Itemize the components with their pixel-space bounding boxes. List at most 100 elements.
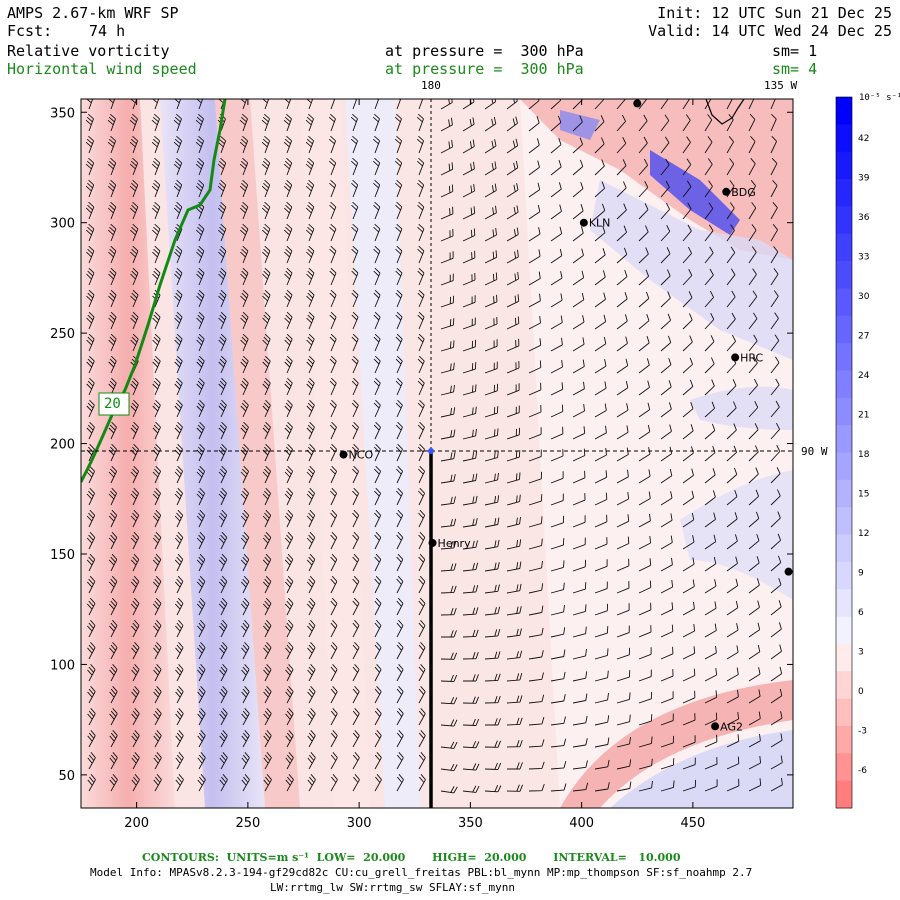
wind-barb xyxy=(152,377,161,396)
wind-barb xyxy=(284,99,292,110)
wind-barb xyxy=(638,780,653,792)
wind-barb xyxy=(197,752,206,770)
wind-barb xyxy=(283,113,292,132)
wind-barb xyxy=(440,786,458,794)
wind-barb xyxy=(108,531,118,550)
wind-barb xyxy=(462,161,475,176)
wind-barb xyxy=(638,669,652,682)
wind-barb xyxy=(550,627,566,638)
wind-barb xyxy=(638,736,653,748)
wind-barb xyxy=(528,560,543,572)
wind-barb xyxy=(396,752,404,770)
wind-barb xyxy=(329,311,337,330)
wind-barb xyxy=(196,377,205,396)
wind-barb xyxy=(151,135,161,154)
wind-barb xyxy=(572,359,585,374)
wind-barb xyxy=(107,157,117,176)
colorbar-cell xyxy=(836,561,852,590)
wind-barb xyxy=(307,774,316,792)
wind-barb xyxy=(440,162,454,176)
wind-barb xyxy=(638,380,650,396)
wind-barb xyxy=(594,448,607,462)
wind-barb xyxy=(306,267,315,286)
wind-barb xyxy=(616,647,631,660)
wind-barb xyxy=(196,355,205,374)
wind-barb xyxy=(550,560,565,572)
wind-barb xyxy=(506,272,519,286)
wind-barb xyxy=(262,333,271,352)
wind-barb xyxy=(748,733,761,748)
colorbar-cell xyxy=(836,97,852,125)
wind-barb xyxy=(440,295,455,308)
wind-barb xyxy=(151,201,161,220)
wind-barb xyxy=(130,99,138,110)
wind-barb xyxy=(550,738,567,748)
wind-barb xyxy=(440,518,457,528)
wind-barb xyxy=(108,421,117,440)
wind-barb xyxy=(462,117,475,132)
wind-barb xyxy=(660,780,675,792)
wind-barb xyxy=(174,99,182,110)
wind-barb xyxy=(550,160,562,176)
wind-barb xyxy=(506,450,521,462)
wind-barb xyxy=(129,113,138,132)
wind-barb xyxy=(704,335,715,352)
wind-barb xyxy=(638,158,648,176)
wind-barb xyxy=(152,355,161,374)
wind-barb xyxy=(550,382,564,396)
wind-barb xyxy=(218,355,227,374)
wind-barb xyxy=(374,487,382,506)
wind-barb xyxy=(484,272,498,286)
wind-barb xyxy=(484,517,500,528)
wind-barb xyxy=(396,465,404,484)
wind-barb xyxy=(394,135,403,154)
wind-barb xyxy=(130,443,139,462)
wind-barb xyxy=(151,223,161,242)
wind-barb xyxy=(660,335,672,352)
station-label: NCO xyxy=(349,449,374,462)
wind-barb xyxy=(151,179,161,198)
y-tick-label: 350 xyxy=(50,106,75,121)
wind-barb xyxy=(682,512,695,528)
wind-barb xyxy=(241,752,250,770)
wind-barb xyxy=(240,289,249,308)
wind-barb xyxy=(484,183,497,198)
colorbar-label: 0 xyxy=(858,687,864,697)
wind-barb xyxy=(373,355,381,374)
wind-barb xyxy=(704,423,716,440)
wind-barb xyxy=(131,752,140,770)
wind-barb xyxy=(374,664,382,682)
wind-barb xyxy=(130,509,140,528)
wind-barb xyxy=(506,99,518,110)
wind-barb xyxy=(86,267,95,286)
wind-barb xyxy=(417,355,425,374)
wind-barb xyxy=(396,730,404,748)
wind-barb xyxy=(616,692,631,704)
wind-barb xyxy=(726,136,734,154)
wind-barb xyxy=(704,623,717,638)
wind-barb xyxy=(175,752,184,770)
wind-barb xyxy=(152,597,162,616)
wind-barb xyxy=(528,204,541,220)
wind-barb xyxy=(638,313,650,330)
wind-barb xyxy=(572,115,583,132)
wind-barb xyxy=(284,355,293,374)
wind-barb xyxy=(87,708,96,726)
wind-barb xyxy=(262,289,271,308)
wind-barb xyxy=(108,99,116,110)
wind-barb xyxy=(263,642,272,660)
wind-barb xyxy=(130,267,139,286)
wind-barb xyxy=(682,136,691,154)
wind-barb xyxy=(241,619,250,638)
wind-barb xyxy=(87,752,96,770)
wind-barb xyxy=(395,443,403,462)
wind-barb xyxy=(352,597,360,616)
wind-barb xyxy=(418,730,426,748)
wind-barb xyxy=(352,664,360,682)
wind-barb xyxy=(572,537,586,550)
wind-barb xyxy=(748,312,758,330)
wind-barb xyxy=(594,99,605,110)
wind-barb xyxy=(374,642,382,660)
wind-barb xyxy=(704,202,714,220)
wind-barb xyxy=(262,377,271,396)
